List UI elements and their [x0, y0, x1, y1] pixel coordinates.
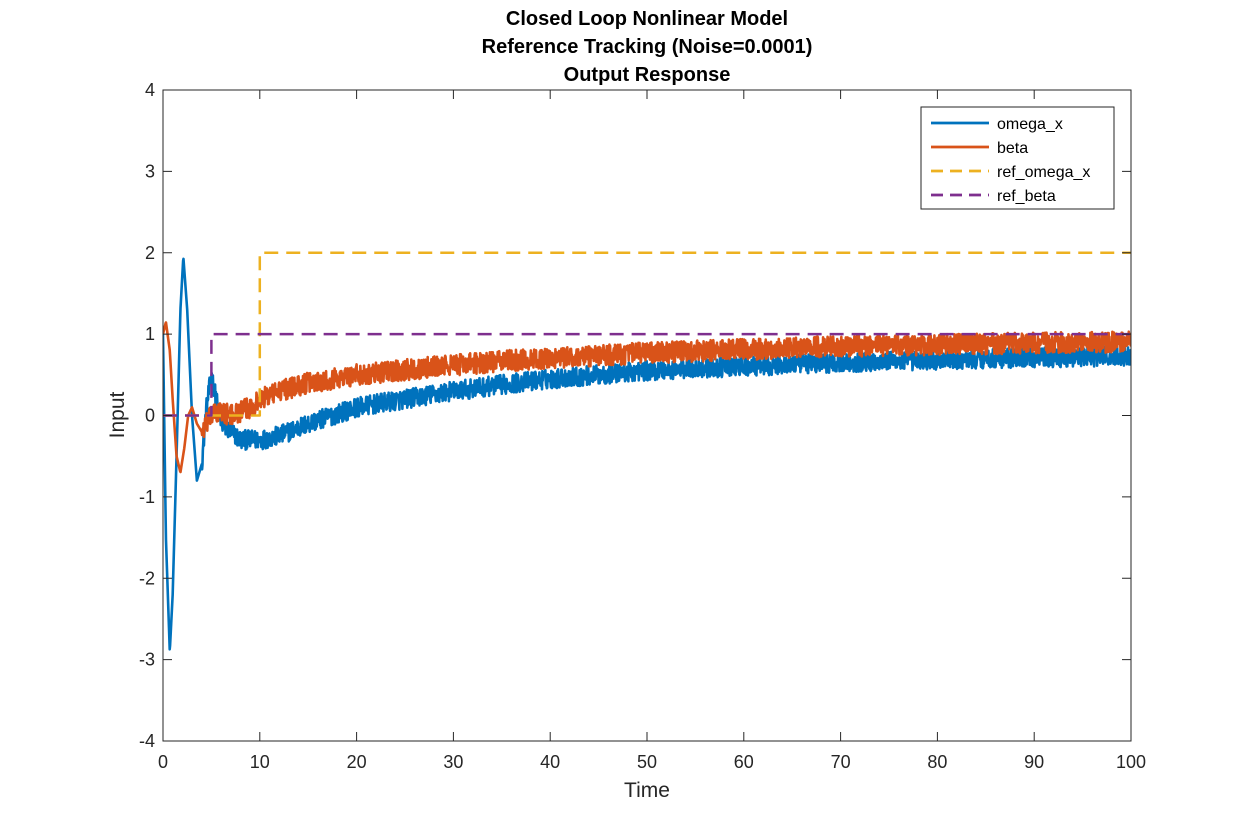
x-tick-label: 0 [158, 752, 168, 772]
chart-title-line-1: Closed Loop Nonlinear Model [506, 8, 788, 30]
y-tick-label: -4 [139, 731, 155, 751]
series-line-omega-x [163, 257, 1131, 651]
y-tick-label: -3 [139, 650, 155, 670]
y-tick-label: -2 [139, 568, 155, 588]
x-tick-label: 60 [734, 752, 754, 772]
x-tick-label: 90 [1024, 752, 1044, 772]
y-tick-label: 3 [145, 161, 155, 181]
series-line-ref-beta [163, 332, 1131, 417]
x-tick-label: 80 [927, 752, 947, 772]
y-tick-label: 1 [145, 324, 155, 344]
legend-label-beta: beta [997, 140, 1028, 157]
x-tick-label: 100 [1116, 752, 1146, 772]
x-tick-label: 10 [250, 752, 270, 772]
x-tick-label: 40 [540, 752, 560, 772]
y-tick-label: 0 [145, 406, 155, 426]
y-axis-label: Input [106, 391, 129, 438]
chart-title-line-3: Output Response [564, 64, 731, 86]
chart-title-line-2: Reference Tracking (Noise=0.0001) [482, 36, 813, 58]
x-tick-label: 50 [637, 752, 657, 772]
series-layer [163, 251, 1131, 651]
y-tick-label: 2 [145, 243, 155, 263]
legend-label-ref-beta: ref_beta [997, 188, 1056, 205]
x-tick-label: 20 [347, 752, 367, 772]
x-tick-label: 70 [831, 752, 851, 772]
y-tick-label: -1 [139, 487, 155, 507]
legend-label-ref-omega-x: ref_omega_x [997, 164, 1090, 181]
y-tick-label: 4 [145, 80, 155, 100]
x-tick-label: 30 [443, 752, 463, 772]
legend-label-omega-x: omega_x [997, 116, 1063, 133]
x-axis-label: Time [624, 779, 670, 802]
series-line-beta [163, 321, 1131, 474]
ticks-layer: 0 10 20 30 40 50 60 70 80 90 100 -4 -3 -2 -1 0 1 2 3 4 [139, 80, 1146, 772]
